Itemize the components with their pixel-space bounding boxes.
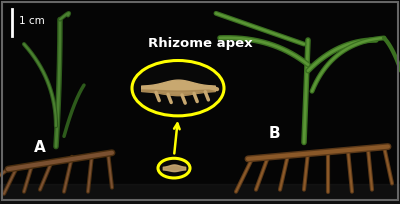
Ellipse shape [132, 61, 224, 116]
Text: B: B [268, 125, 280, 140]
Text: A: A [34, 139, 46, 154]
Ellipse shape [158, 159, 190, 178]
Text: Rhizome apex: Rhizome apex [148, 36, 252, 49]
Text: 1 cm: 1 cm [19, 16, 45, 25]
Bar [0, 184, 400, 204]
